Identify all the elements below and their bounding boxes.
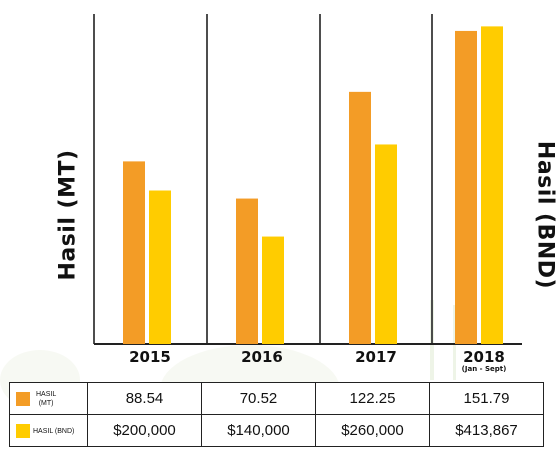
legend-label-mt: HASIL (MT) [36,390,57,407]
bar-bnd: HASIL (BND) 2017: 260000 [375,144,397,344]
table-cell: $260,000 [315,414,430,447]
table-row: HASIL (BND) $200,000 $140,000 $260,000 $… [9,414,544,447]
minaret-shape [453,305,456,380]
legend-cell-bnd: HASIL (BND) [9,414,88,447]
legend-swatch-bnd [16,424,30,439]
table-cell: $140,000 [201,414,316,447]
x-tick-label: 2018 (Jan - Sept) [429,348,539,373]
data-table: HASIL (MT) 88.54 70.52 122.25 151.79 HASI… [9,382,544,447]
bar-mt: HASIL (MT) 2018: 151.79 [455,30,477,344]
table-cell: 70.52 [201,382,316,415]
x-tick-label: 2015 [95,348,205,366]
bar-mt: HASIL (MT) 2017: 122.25 [349,91,371,344]
table-cell: 151.79 [429,382,544,415]
y-axis-left-label: Hasil (MT) [55,149,81,281]
x-tick-sublabel: (Jan - Sept) [461,365,507,373]
bar-bnd: HASIL (BND) 2018: 413867 [481,26,503,345]
x-tick-text: 2016 [241,348,283,366]
bar-bnd: HASIL (BND) 2016: 140000 [262,236,284,344]
x-tick-text: 2015 [129,348,171,366]
x-tick-label: 2016 [207,348,317,366]
table-cell: 122.25 [315,382,430,415]
x-tick-text: 2018 [463,348,505,366]
table-cell: $200,000 [87,414,202,447]
bar-mt: HASIL (MT) 2016: 70.52 [236,198,258,344]
bar-bnd: HASIL (BND) 2015: 200000 [149,190,171,344]
table-cell: 88.54 [87,382,202,415]
legend-label-bnd: HASIL (BND) [33,427,75,435]
bar-mt: HASIL (MT) 2015: 88.54 [123,161,145,344]
table-row: HASIL (MT) 88.54 70.52 122.25 151.79 [9,382,544,415]
x-tick-text: 2017 [355,348,397,366]
legend-swatch-mt [16,391,30,406]
x-tick-label: 2017 [321,348,431,366]
y-axis-right-label: Hasil (BND) [532,140,558,290]
table-cell: $413,867 [429,414,544,447]
legend-cell-mt: HASIL (MT) [9,382,88,415]
